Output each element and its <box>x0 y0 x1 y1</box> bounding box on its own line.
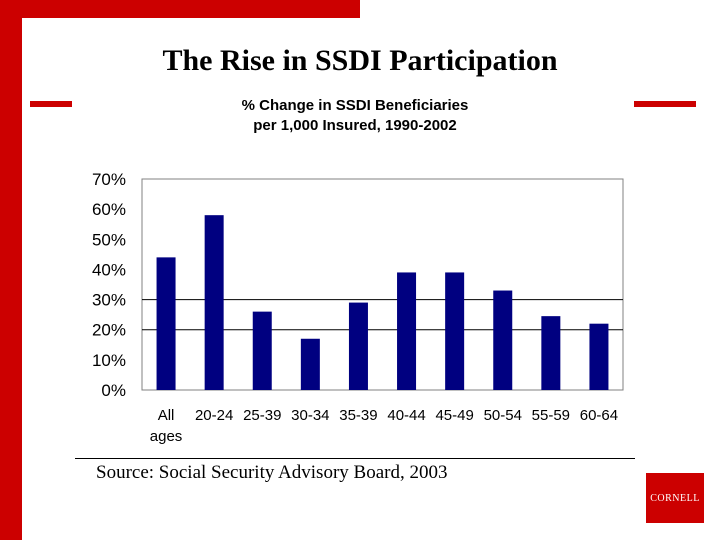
plot-area-frame <box>141 178 624 391</box>
title-rule-left <box>30 101 72 107</box>
x-tick-label: All <box>158 407 175 424</box>
y-tick-label: 50% <box>92 230 126 249</box>
x-tick-label: 25-39 <box>243 407 281 424</box>
y-tick-label: 30% <box>92 291 126 310</box>
y-tick-label: 10% <box>92 351 126 370</box>
slide-title-text: The Rise in SSDI Participation <box>162 44 558 77</box>
x-tick-label: 35-39 <box>339 407 377 424</box>
top-accent-bar <box>0 0 360 18</box>
x-tick-label: 50-54 <box>484 407 522 424</box>
bar <box>156 257 176 390</box>
y-tick-label: 0% <box>101 381 126 400</box>
x-tick-label: 30-34 <box>291 407 329 424</box>
bar <box>589 323 609 390</box>
chart-title-line-1: % Change in SSDI Beneficiaries <box>241 97 469 114</box>
y-tick-label: 20% <box>92 321 126 340</box>
x-tick-label: 20-24 <box>195 407 233 424</box>
bar <box>541 316 561 390</box>
bar <box>252 311 272 390</box>
source-divider <box>75 458 635 459</box>
cornell-logo-text: CORNELL <box>650 492 700 504</box>
bar <box>300 338 320 390</box>
y-tick-label: 70% <box>92 170 126 189</box>
x-tick-label: 40-44 <box>387 407 425 424</box>
chart-title-line-2: per 1,000 Insured, 1990-2002 <box>253 117 457 134</box>
x-tick-label: 55-59 <box>532 407 570 424</box>
bar <box>348 302 368 390</box>
title-rule-right <box>634 101 696 107</box>
y-tick-label: 40% <box>92 260 126 279</box>
source-note: Source: Social Security Advisory Board, … <box>96 462 448 483</box>
left-accent-bar <box>0 0 22 540</box>
chart-title: % Change in SSDI Beneficiaries per 1,000… <box>205 96 505 136</box>
y-tick-label: 60% <box>92 200 126 219</box>
slide-title: The Rise in SSDI Participation <box>0 44 720 78</box>
bar <box>204 215 224 390</box>
cornell-logo: CORNELL <box>646 473 704 523</box>
x-tick-label: 60-64 <box>580 407 618 424</box>
bar <box>493 290 513 390</box>
bar <box>445 272 465 390</box>
x-tick-label: 45-49 <box>435 407 473 424</box>
x-tick-label: ages <box>150 428 183 445</box>
bar <box>397 272 417 390</box>
